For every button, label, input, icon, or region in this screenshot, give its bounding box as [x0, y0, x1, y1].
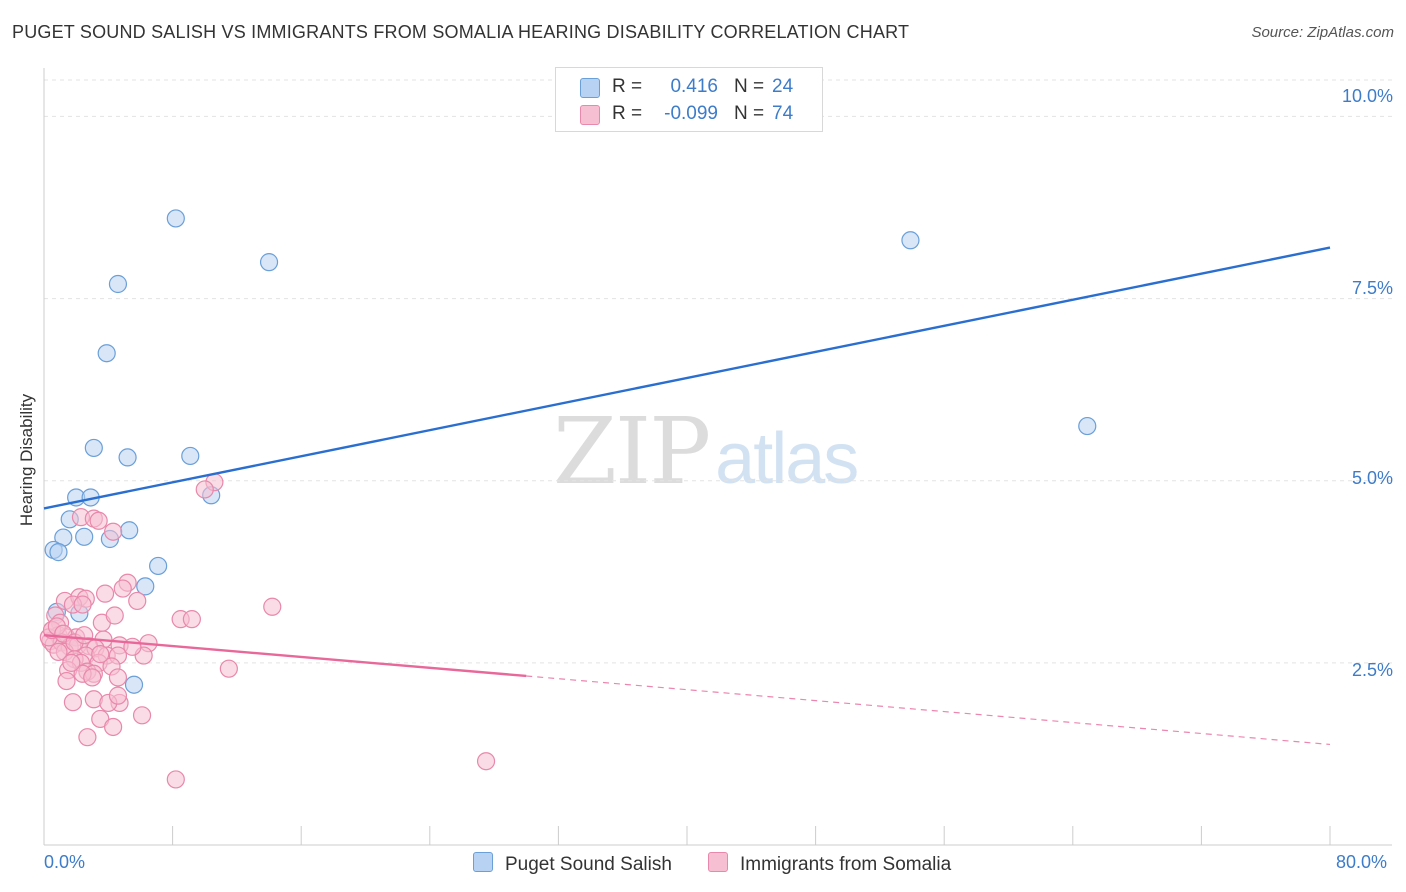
n-label: N = [734, 76, 765, 97]
data-point-blue [118, 448, 137, 467]
source-label: Source: ZipAtlas.com [1251, 24, 1394, 41]
data-point-pink [75, 626, 94, 645]
y-tick-label: 5.0% [1351, 468, 1393, 488]
data-point-blue [84, 438, 103, 458]
data-point-pink [104, 522, 123, 541]
data-point-blue [149, 556, 168, 576]
data-point-pink [91, 645, 110, 664]
data-point-pink [195, 480, 214, 499]
y-axis-label: Hearing Disability [17, 393, 36, 527]
n-value: 74 [772, 103, 794, 124]
data-point-pink [476, 752, 496, 771]
data-point-pink [104, 717, 123, 737]
watermark-zip: ZIP [553, 398, 711, 505]
data-point-pink [91, 709, 110, 729]
n-value: 24 [772, 76, 794, 97]
data-point-blue [136, 577, 155, 596]
y-tick-label: 2.5% [1351, 660, 1393, 680]
data-point-blue [259, 253, 279, 272]
n-label: N = [734, 103, 765, 124]
data-point-pink [182, 610, 201, 629]
data-point-pink [63, 693, 83, 712]
watermark-atlas: atlas [715, 419, 859, 499]
watermark: ZIPatlas [553, 398, 859, 505]
data-point-pink [123, 637, 142, 656]
legend-swatch-pink [708, 852, 728, 872]
data-point-blue [901, 231, 920, 250]
data-point-blue [108, 274, 128, 294]
r-label: R = [612, 76, 643, 97]
data-point-blue [166, 209, 185, 228]
data-point-blue [75, 527, 94, 546]
data-point-blue [181, 446, 200, 466]
legend-item-immigrants-from-somalia: Immigrants from Somalia [708, 852, 951, 876]
data-point-pink [83, 668, 102, 687]
data-point-pink [78, 728, 97, 747]
trend-line-blue [43, 246, 1331, 510]
chart-title: PUGET SOUND SALISH VS IMMIGRANTS FROM SO… [12, 22, 910, 42]
legend-item-puget-sound-salish: Puget Sound Salish [473, 852, 672, 876]
data-point-pink [113, 579, 132, 598]
data-point-blue [124, 675, 144, 694]
data-point-pink [263, 597, 282, 616]
data-point-pink [105, 606, 124, 625]
data-point-pink [128, 591, 147, 611]
legend-swatch-pink [580, 105, 600, 125]
trend-line-dashed-pink [526, 675, 1331, 746]
trend-line-pink [43, 633, 527, 678]
y-tick-label: 7.5% [1351, 278, 1393, 298]
data-point-pink [219, 659, 238, 678]
r-value: 0.416 [670, 76, 718, 97]
legend-label: Puget Sound Salish [505, 854, 672, 875]
legend-swatch-blue [580, 78, 600, 98]
data-point-pink [132, 706, 152, 725]
data-point-pink [73, 595, 92, 614]
correlation-legend: R = 0.416 N = 24 R = -0.099 N = 74 [555, 67, 823, 132]
legend-label: Immigrants from Somalia [740, 854, 952, 875]
data-point-blue [97, 344, 116, 363]
legend-swatch-blue [473, 852, 493, 872]
data-point-pink [49, 642, 68, 662]
x-tick-label-max: 80.0% [1336, 852, 1388, 872]
data-point-pink [89, 511, 108, 530]
data-point-blue [49, 543, 68, 562]
data-point-pink [108, 668, 128, 687]
y-tick-label: 10.0% [1341, 86, 1393, 106]
data-point-pink [95, 584, 115, 603]
data-point-blue [1078, 416, 1097, 436]
data-point-pink [166, 770, 185, 789]
data-point-blue [120, 521, 139, 540]
x-tick-label-min: 0.0% [44, 852, 86, 872]
r-value: -0.099 [664, 103, 718, 124]
data-point-pink [62, 653, 81, 672]
data-point-pink [57, 671, 76, 691]
r-label: R = [612, 103, 643, 124]
data-point-pink [108, 686, 128, 705]
